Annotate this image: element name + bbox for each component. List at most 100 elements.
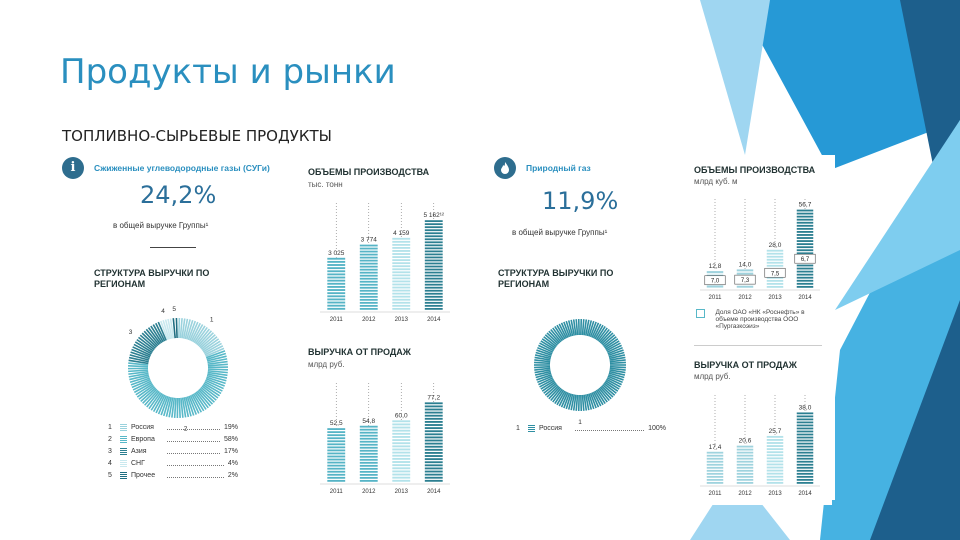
- pie-stripe: [144, 389, 159, 406]
- pie-stripe: [609, 356, 626, 361]
- bar-stripe: [327, 440, 346, 443]
- bar-stripe: [359, 295, 378, 298]
- bar-stripe: [424, 229, 443, 232]
- bar-stripe: [327, 295, 346, 298]
- legend-row: 3 Азия 17%: [108, 445, 238, 457]
- pie-stripe: [604, 381, 619, 392]
- legend-row: 5 Прочее 2%: [108, 469, 238, 481]
- bar-stripe: [424, 265, 443, 268]
- pie-stripe: [155, 322, 166, 342]
- bar-stripe: [796, 252, 814, 255]
- bar-stripe: [424, 220, 443, 223]
- bar-stripe: [327, 257, 346, 260]
- pie-stripe: [597, 327, 608, 342]
- pie-stripe: [586, 393, 593, 410]
- bar-stripe: [327, 289, 346, 291]
- bar-stripe: [796, 427, 814, 430]
- bar-stripe: [327, 470, 346, 473]
- bar-stripe: [796, 430, 814, 433]
- bar-stripe: [327, 273, 346, 276]
- x-tick-label: 2013: [395, 489, 409, 495]
- pie-stripe: [583, 394, 588, 411]
- share-label-box: [734, 274, 756, 285]
- bar-stripe: [766, 258, 784, 261]
- pie-stripe: [554, 389, 565, 404]
- bar: [766, 435, 784, 484]
- bar-stripe: [392, 442, 411, 445]
- pie-stripe: [180, 397, 184, 418]
- bar-stripe: [327, 476, 346, 479]
- pie-stripe: [194, 392, 207, 410]
- lpg-legend: 1 Россия 19% 2 Европа 58% 3 Азия 17% 4 СНГ 4% 5 Проче…: [108, 421, 238, 481]
- gas-revenue-chart: 17,4 2011 20,6 2012 25,7 2013 38,0 2014: [700, 395, 820, 497]
- pie-stripe: [534, 354, 551, 360]
- bar-stripe: [424, 283, 443, 286]
- pie-stripe: [141, 332, 158, 348]
- bar-stripe: [796, 424, 814, 427]
- bar-stripe: [327, 455, 346, 458]
- pie-stripe: [565, 393, 572, 410]
- bar-stripe: [736, 272, 754, 275]
- bar-stripe: [327, 434, 346, 437]
- bar-stripe: [392, 420, 411, 423]
- bar-stripe: [327, 479, 346, 482]
- bar-stripe: [424, 250, 443, 253]
- bar-stripe: [424, 439, 443, 442]
- bar-stripe: [392, 283, 411, 286]
- pie-stripe: [606, 342, 621, 352]
- bar-stripe: [392, 265, 411, 268]
- lpg-revenue-chart: 52,5 2011 54,8 2012 60,0 2013 77,2 2014: [320, 383, 450, 495]
- pie-stripe: [175, 317, 178, 339]
- lpg-structure-title: СТРУКТУРА ВЫРУЧКИ ПО РЕГИОНАМ: [94, 268, 210, 289]
- pie-stripe: [129, 374, 149, 381]
- pie-stripe: [172, 318, 176, 339]
- legend-row: 2 Европа 58%: [108, 433, 238, 445]
- pie-stripe: [188, 395, 198, 415]
- pie-stripe: [541, 381, 556, 392]
- pie-stripe: [550, 328, 562, 343]
- pie-stripe: [182, 318, 189, 339]
- bar-stripe: [766, 252, 784, 255]
- pie-stripe: [178, 397, 181, 418]
- bar: [327, 257, 346, 310]
- pie-stripe: [195, 391, 209, 409]
- bar-stripe: [796, 249, 814, 252]
- bar-stripe: [359, 256, 378, 259]
- pie-stripe: [201, 385, 219, 399]
- pie-stripe: [198, 389, 214, 405]
- x-tick-label: 2012: [362, 317, 376, 323]
- bar-stripe: [424, 274, 443, 277]
- pie-stripe: [609, 361, 626, 365]
- pie-stripe: [609, 365, 626, 369]
- bar-stripe: [424, 226, 443, 229]
- pie-stripe: [605, 340, 620, 350]
- gas-charts-card: ОБЪЕМЫ ПРОИЗВОДСТВА млрд куб. м 12,8 2011…: [682, 155, 832, 505]
- pie-stripe: [157, 321, 167, 341]
- bar-stripe: [424, 458, 443, 461]
- pie-stripe: [165, 397, 172, 417]
- bar-stripe: [359, 253, 378, 256]
- x-tick-label: 2012: [738, 491, 752, 497]
- pie-stripe: [534, 365, 551, 369]
- pie-stripe: [178, 317, 181, 339]
- x-tick-label: 2014: [427, 489, 441, 495]
- bar-stripe: [796, 224, 814, 227]
- x-tick-label: 2011: [709, 491, 723, 497]
- pie-stripe: [162, 320, 170, 340]
- gas-revenue-unit: млрд руб.: [694, 372, 731, 381]
- bar-stripe: [706, 457, 724, 460]
- bar-stripe: [706, 285, 724, 288]
- bar-stripe: [424, 455, 443, 457]
- x-tick-label: 2012: [362, 489, 376, 495]
- pie-stripe: [595, 389, 606, 404]
- bar: [796, 209, 814, 288]
- bar-stripe: [796, 234, 814, 236]
- bar-stripe: [424, 280, 443, 283]
- bar-stripe: [766, 264, 784, 267]
- legend-name: СНГ: [131, 459, 145, 467]
- bar-stripe: [359, 301, 378, 304]
- lpg-share-caption: в общей выручке Группы¹: [113, 221, 209, 230]
- pie-stripe: [594, 324, 604, 340]
- bar-stripe: [766, 276, 784, 279]
- pie-stripe: [205, 378, 225, 387]
